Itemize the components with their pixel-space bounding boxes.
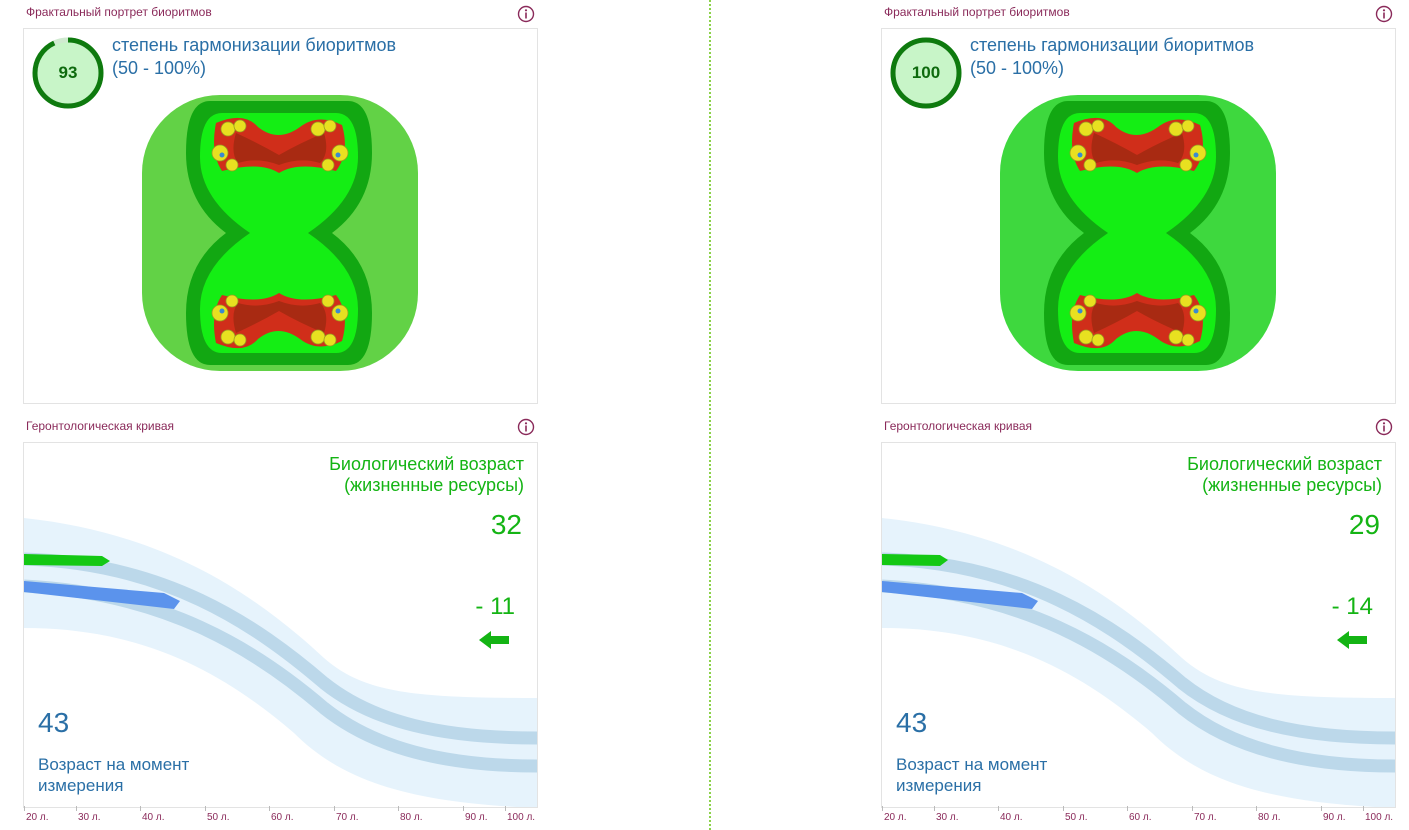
- fractal-portrait-panel: 93 степень гармонизации биоритмов (50 - …: [23, 28, 538, 404]
- harmonization-gauge: [32, 37, 104, 109]
- age-difference-value: - 11: [475, 593, 515, 620]
- axis-tick-label: 70 л.: [334, 806, 359, 823]
- axis-tick-label: 70 л.: [1192, 806, 1217, 823]
- measurement-age-value: 43: [896, 707, 928, 738]
- harmonization-range: (50 - 100%): [970, 58, 1065, 78]
- biological-age-value: 32: [490, 509, 522, 540]
- result-column-right: Фрактальный портрет биоритмов 100 степен…: [881, 0, 1396, 830]
- biological-age-title-line2: (жизненные ресурсы): [344, 475, 524, 495]
- arrow-left-icon: [1337, 631, 1367, 649]
- info-circle-icon[interactable]: [517, 418, 535, 436]
- gerontology-curve-panel: Биологический возраст (жизненные ресурсы…: [881, 442, 1396, 808]
- age-axis: 20 л. 30 л. 40 л. 50 л. 60 л. 70 л. 80 л…: [23, 806, 538, 830]
- biological-age-title: Биологический возраст (жизненные ресурсы…: [329, 454, 524, 496]
- axis-tick-label: 90 л.: [463, 806, 488, 823]
- harmonization-value: 100: [911, 63, 941, 82]
- harmonization-gauge: [890, 37, 962, 109]
- harmonization-value: 93: [58, 63, 78, 82]
- axis-tick-label: 90 л.: [1321, 806, 1346, 823]
- axis-tick-label: 50 л.: [1063, 806, 1088, 823]
- geronto-section-title: Геронтологическая кривая: [26, 419, 174, 433]
- result-column-left: Фрактальный портрет биоритмов 93 степень…: [23, 0, 538, 830]
- gerontology-curve-panel: Биологический возраст (жизненные ресурсы…: [23, 442, 538, 808]
- gerontology-curve-chart: [882, 518, 1395, 807]
- axis-tick-label: 60 л.: [1127, 806, 1152, 823]
- axis-tick-label: 30 л.: [76, 806, 101, 823]
- age-difference-value: - 14: [1331, 593, 1373, 620]
- axis-tick-label: 20 л.: [882, 806, 907, 823]
- fractal-section-title: Фрактальный портрет биоритмов: [26, 5, 212, 19]
- info-circle-icon[interactable]: [517, 5, 535, 23]
- gerontology-curve-chart: [24, 518, 537, 807]
- axis-tick-label: 80 л.: [1256, 806, 1281, 823]
- column-divider: [709, 0, 711, 830]
- biological-age-value: 29: [1348, 509, 1380, 540]
- measurement-age-label-line2: измерения: [38, 776, 124, 795]
- measurement-age-label-line1: Возраст на момент: [38, 755, 190, 774]
- info-circle-icon[interactable]: [1375, 5, 1393, 23]
- harmonization-range: (50 - 100%): [112, 58, 207, 78]
- axis-tick-label: 20 л.: [24, 806, 49, 823]
- biological-age-title-line1: Биологический возраст: [1187, 454, 1382, 474]
- arrow-left-icon: [479, 631, 509, 649]
- harmonization-title: степень гармонизации биоритмов: [970, 35, 1255, 55]
- info-circle-icon[interactable]: [1375, 418, 1393, 436]
- biological-age-title-line2: (жизненные ресурсы): [1202, 475, 1382, 495]
- axis-tick-label: 60 л.: [269, 806, 294, 823]
- axis-tick-label: 40 л.: [140, 806, 165, 823]
- measurement-age-label-line2: измерения: [896, 776, 982, 795]
- axis-tick-label: 100 л.: [1362, 806, 1394, 823]
- axis-tick-label: 40 л.: [998, 806, 1023, 823]
- measurement-age-label: Возраст на момент измерения: [896, 754, 1096, 796]
- age-axis: 20 л. 30 л. 40 л. 50 л. 60 л. 70 л. 80 л…: [881, 806, 1396, 830]
- fractal-portrait-panel: 100 степень гармонизации биоритмов (50 -…: [881, 28, 1396, 404]
- axis-tick-label: 100 л.: [504, 806, 536, 823]
- fractal-section-title: Фрактальный портрет биоритмов: [884, 5, 1070, 19]
- axis-tick-label: 80 л.: [398, 806, 423, 823]
- axis-tick-label: 50 л.: [205, 806, 230, 823]
- geronto-section-title: Геронтологическая кривая: [884, 419, 1032, 433]
- measurement-age-label: Возраст на момент измерения: [38, 754, 238, 796]
- fractal-portrait-image: [142, 95, 418, 371]
- fractal-portrait-image: [1000, 95, 1276, 371]
- biological-age-title-line1: Биологический возраст: [329, 454, 524, 474]
- harmonization-title: степень гармонизации биоритмов: [112, 35, 397, 55]
- measurement-age-label-line1: Возраст на момент: [896, 755, 1048, 774]
- measurement-age-value: 43: [38, 707, 70, 738]
- biological-age-title: Биологический возраст (жизненные ресурсы…: [1187, 454, 1382, 496]
- axis-tick-label: 30 л.: [934, 806, 959, 823]
